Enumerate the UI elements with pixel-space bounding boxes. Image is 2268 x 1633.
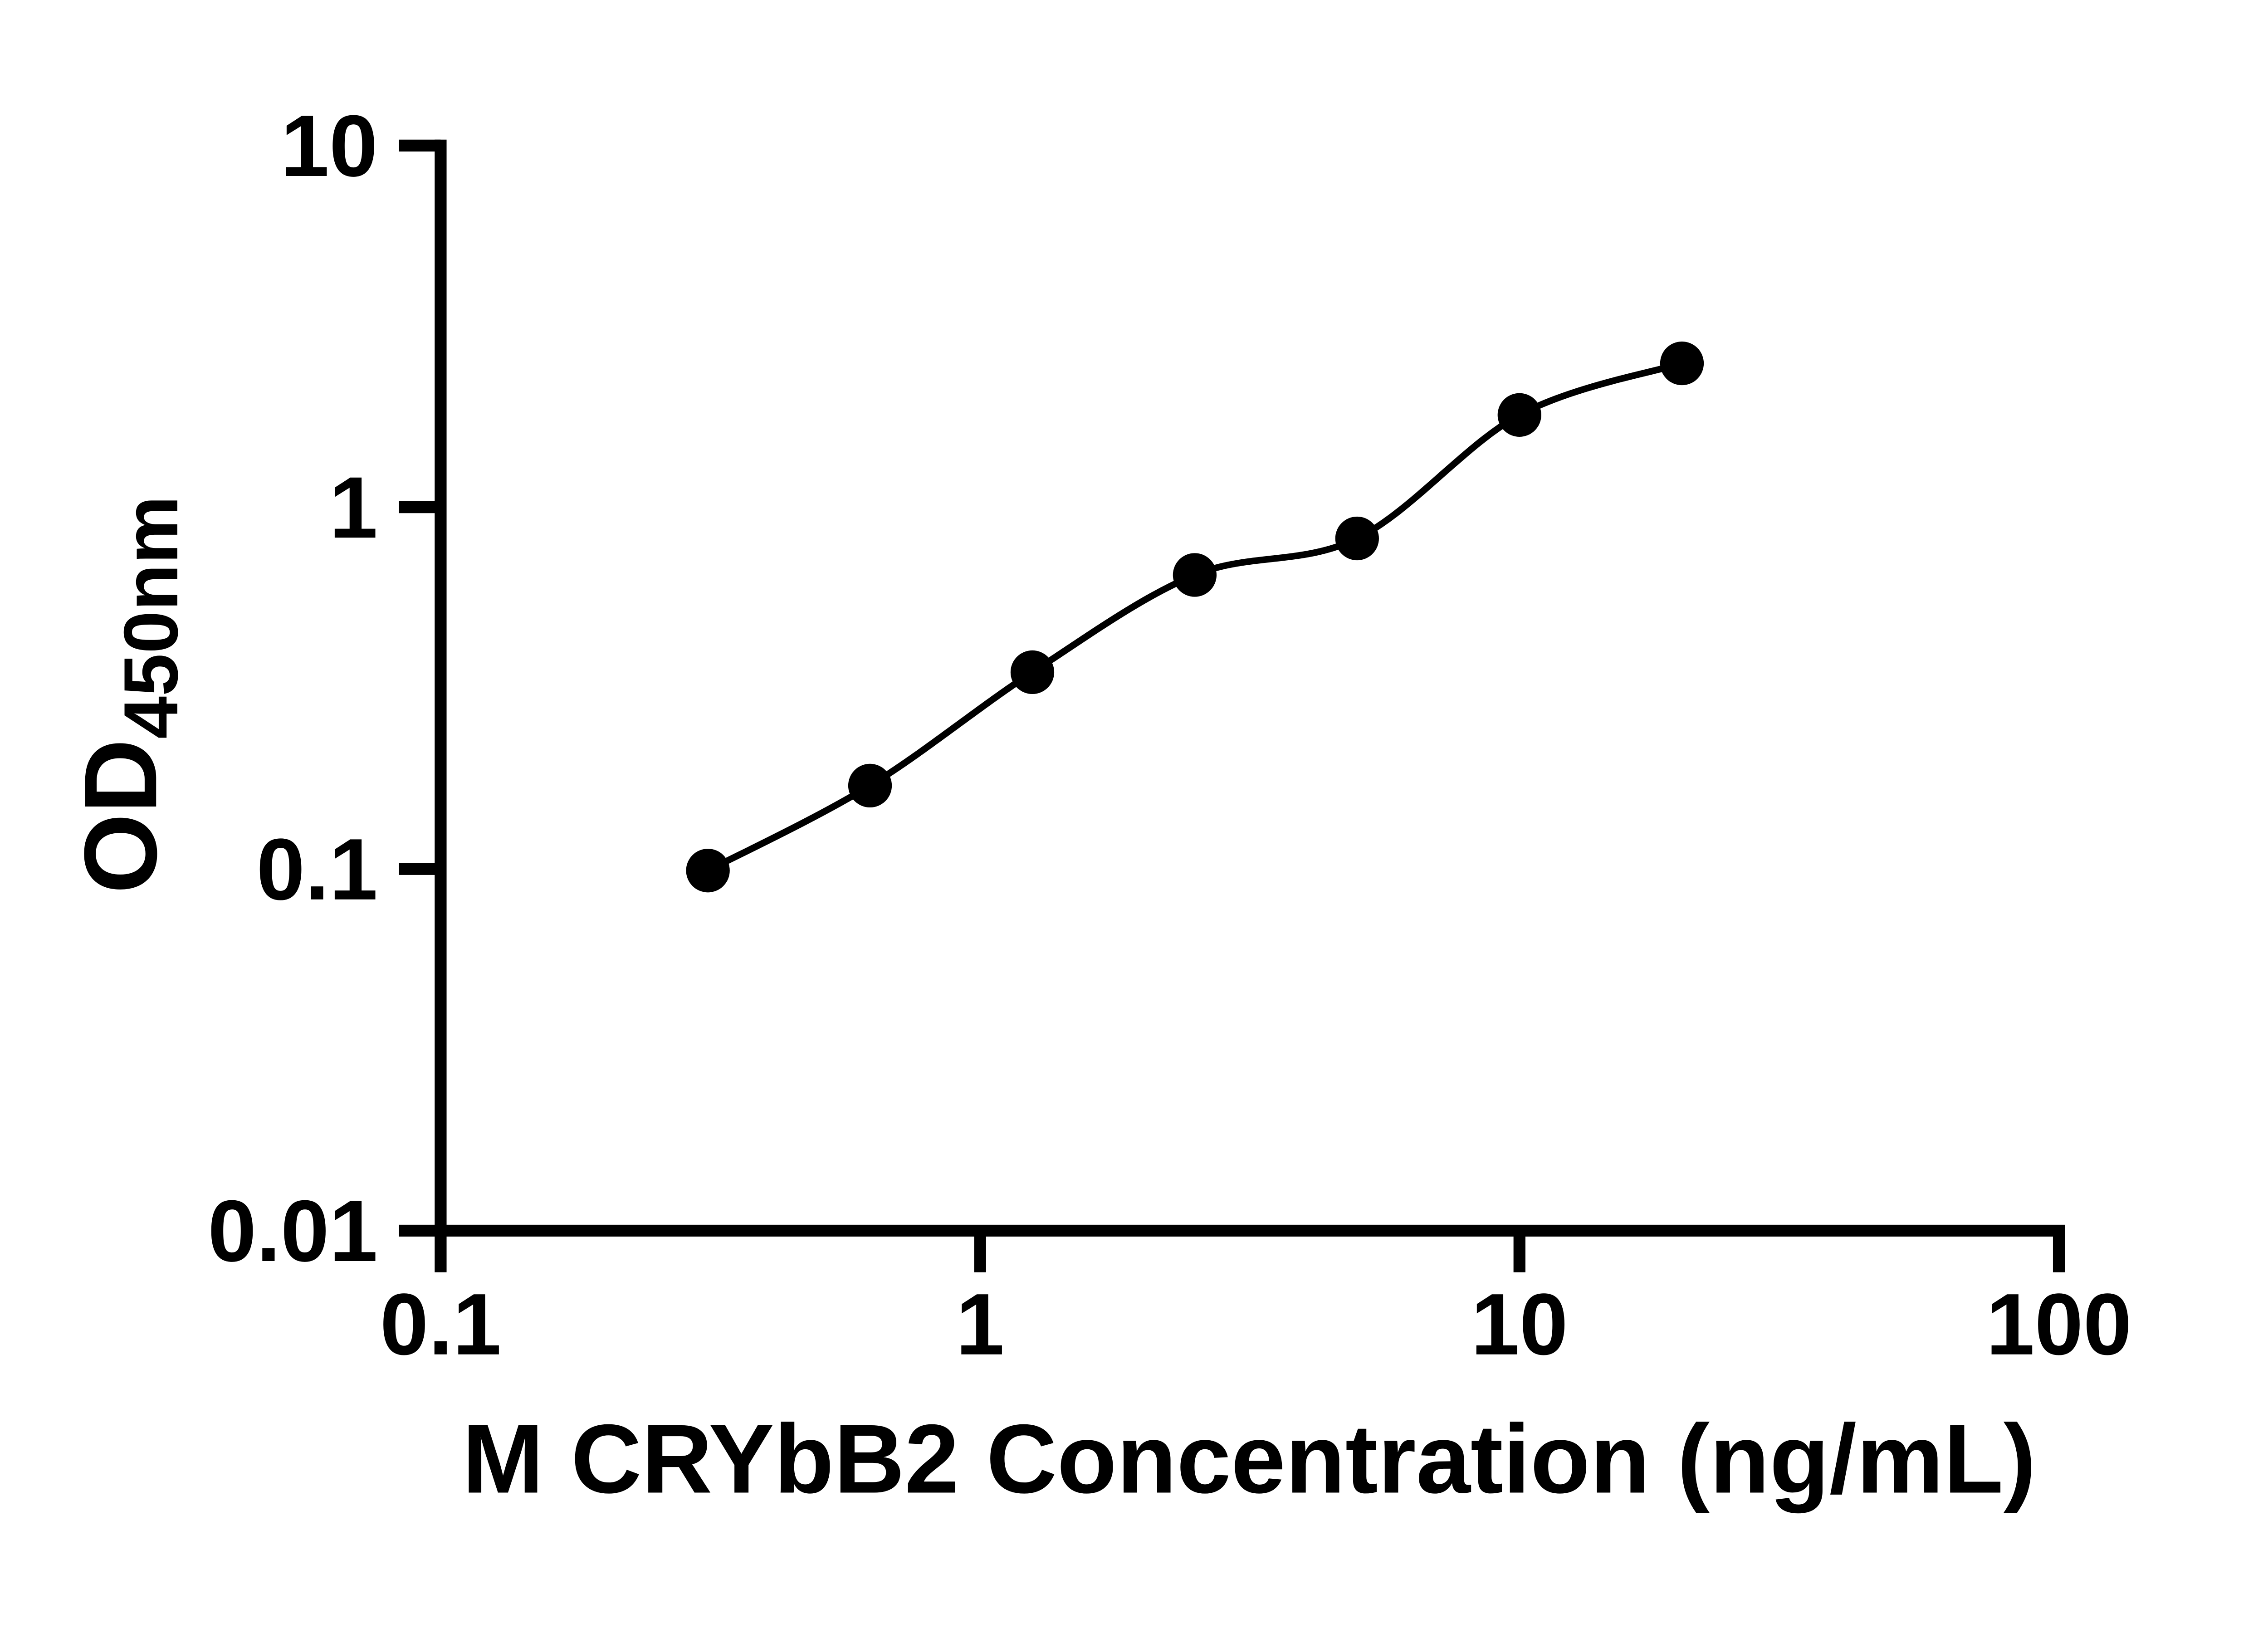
x-axis-title: M CRYbB2 Concentration (ng/mL) — [462, 1404, 2036, 1514]
data-point — [1173, 553, 1217, 597]
y-tick-label: 0.1 — [256, 821, 378, 918]
y-axis-title: OD450nm — [63, 496, 194, 894]
x-tick-label: 1 — [956, 1276, 1004, 1373]
y-tick-label: 1 — [329, 459, 378, 556]
y-tick-label: 10 — [281, 97, 378, 195]
data-point — [1660, 341, 1704, 386]
data-point — [848, 763, 892, 808]
data-point — [1335, 516, 1379, 561]
y-tick-label: 0.01 — [208, 1182, 378, 1280]
x-tick-label: 10 — [1471, 1276, 1568, 1373]
data-point — [686, 849, 730, 893]
elisa-standard-curve-figure: 0.1 1 10 100 0.01 0.1 1 10 M CRYbB2 Concentrati… — [63, 97, 2132, 1514]
x-tick-label: 100 — [1986, 1276, 2131, 1373]
data-series — [686, 341, 1704, 893]
x-tick-label: 0.1 — [380, 1276, 502, 1373]
y-axis-title-sub: 450nm — [108, 496, 194, 739]
data-point — [1010, 650, 1055, 694]
y-axis-title-main: OD — [63, 739, 178, 894]
data-point — [1497, 393, 1541, 437]
